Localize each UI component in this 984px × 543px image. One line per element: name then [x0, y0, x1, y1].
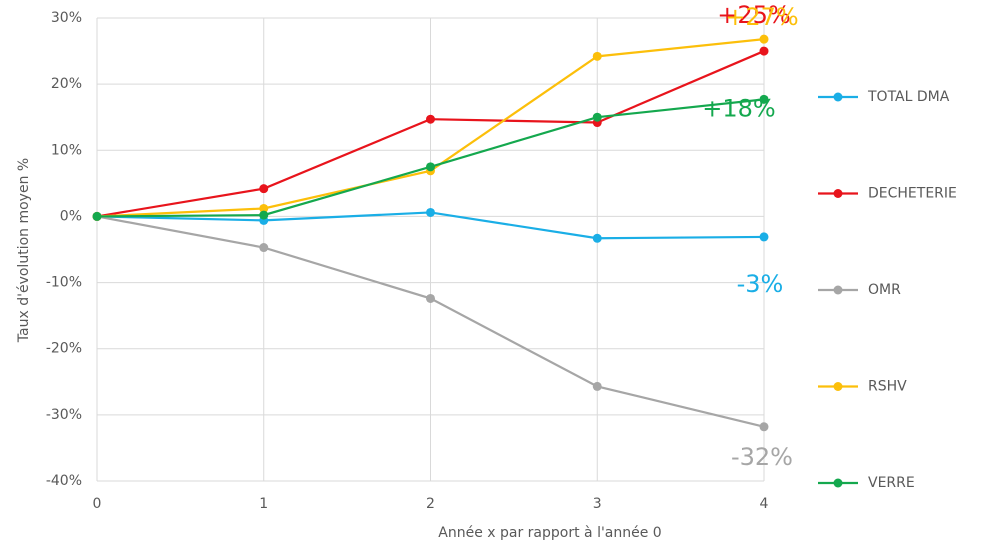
value-label: -32% — [731, 443, 793, 471]
y-tick-label: -10% — [46, 275, 82, 291]
point — [759, 34, 769, 44]
x-tick-label: 1 — [259, 496, 268, 512]
point — [426, 114, 435, 124]
y-tick-label: 20% — [51, 76, 82, 92]
point — [259, 184, 269, 194]
point — [759, 232, 769, 242]
y-tick-label: 30% — [51, 10, 82, 26]
y-tick-label: 10% — [51, 142, 82, 158]
y-tick-label: -20% — [46, 341, 82, 357]
legend-item: DECHETERIE — [818, 186, 957, 202]
point — [759, 46, 769, 56]
legend-marker — [833, 382, 843, 391]
x-tick-label: 2 — [426, 496, 435, 512]
legend-item: OMR — [818, 282, 901, 298]
value-label: +18% — [702, 94, 775, 122]
point — [426, 293, 435, 303]
legend-label: TOTAL DMA — [867, 89, 950, 105]
y-tick-label: 0% — [60, 208, 82, 224]
value-label: -3% — [737, 270, 784, 298]
y-tick-label: -30% — [46, 407, 82, 423]
legend-marker — [833, 285, 843, 295]
value-label: +25% — [717, 1, 790, 29]
legend-label: VERRE — [868, 475, 915, 491]
point — [259, 210, 269, 220]
legend-marker — [833, 189, 843, 198]
legend-label: RSHV — [868, 379, 907, 395]
point — [592, 233, 602, 243]
point — [92, 211, 102, 221]
point — [592, 51, 602, 61]
point — [759, 422, 769, 432]
legend-item: RSHV — [818, 379, 907, 395]
point — [259, 203, 269, 213]
point — [759, 94, 769, 104]
value-label: +27% — [725, 3, 798, 31]
x-tick-label: 4 — [760, 496, 769, 512]
x-tick-label: 3 — [593, 496, 602, 512]
point — [592, 112, 602, 122]
point — [259, 243, 269, 253]
y-tick-label: -40% — [46, 473, 82, 489]
legend-marker — [833, 92, 843, 102]
point — [426, 207, 435, 217]
legend-item: VERRE — [818, 475, 915, 491]
y-axis-label: Taux d'évolution moyen % — [16, 158, 32, 343]
x-tick-label: 0 — [93, 496, 102, 512]
legend-marker — [833, 478, 843, 488]
legend-label: OMR — [868, 282, 901, 298]
point — [592, 381, 602, 391]
legend-item: TOTAL DMA — [818, 89, 950, 105]
legend-label: DECHETERIE — [868, 186, 957, 202]
point — [426, 162, 435, 172]
x-axis-label: Année x par rapport à l'année 0 — [438, 525, 661, 541]
